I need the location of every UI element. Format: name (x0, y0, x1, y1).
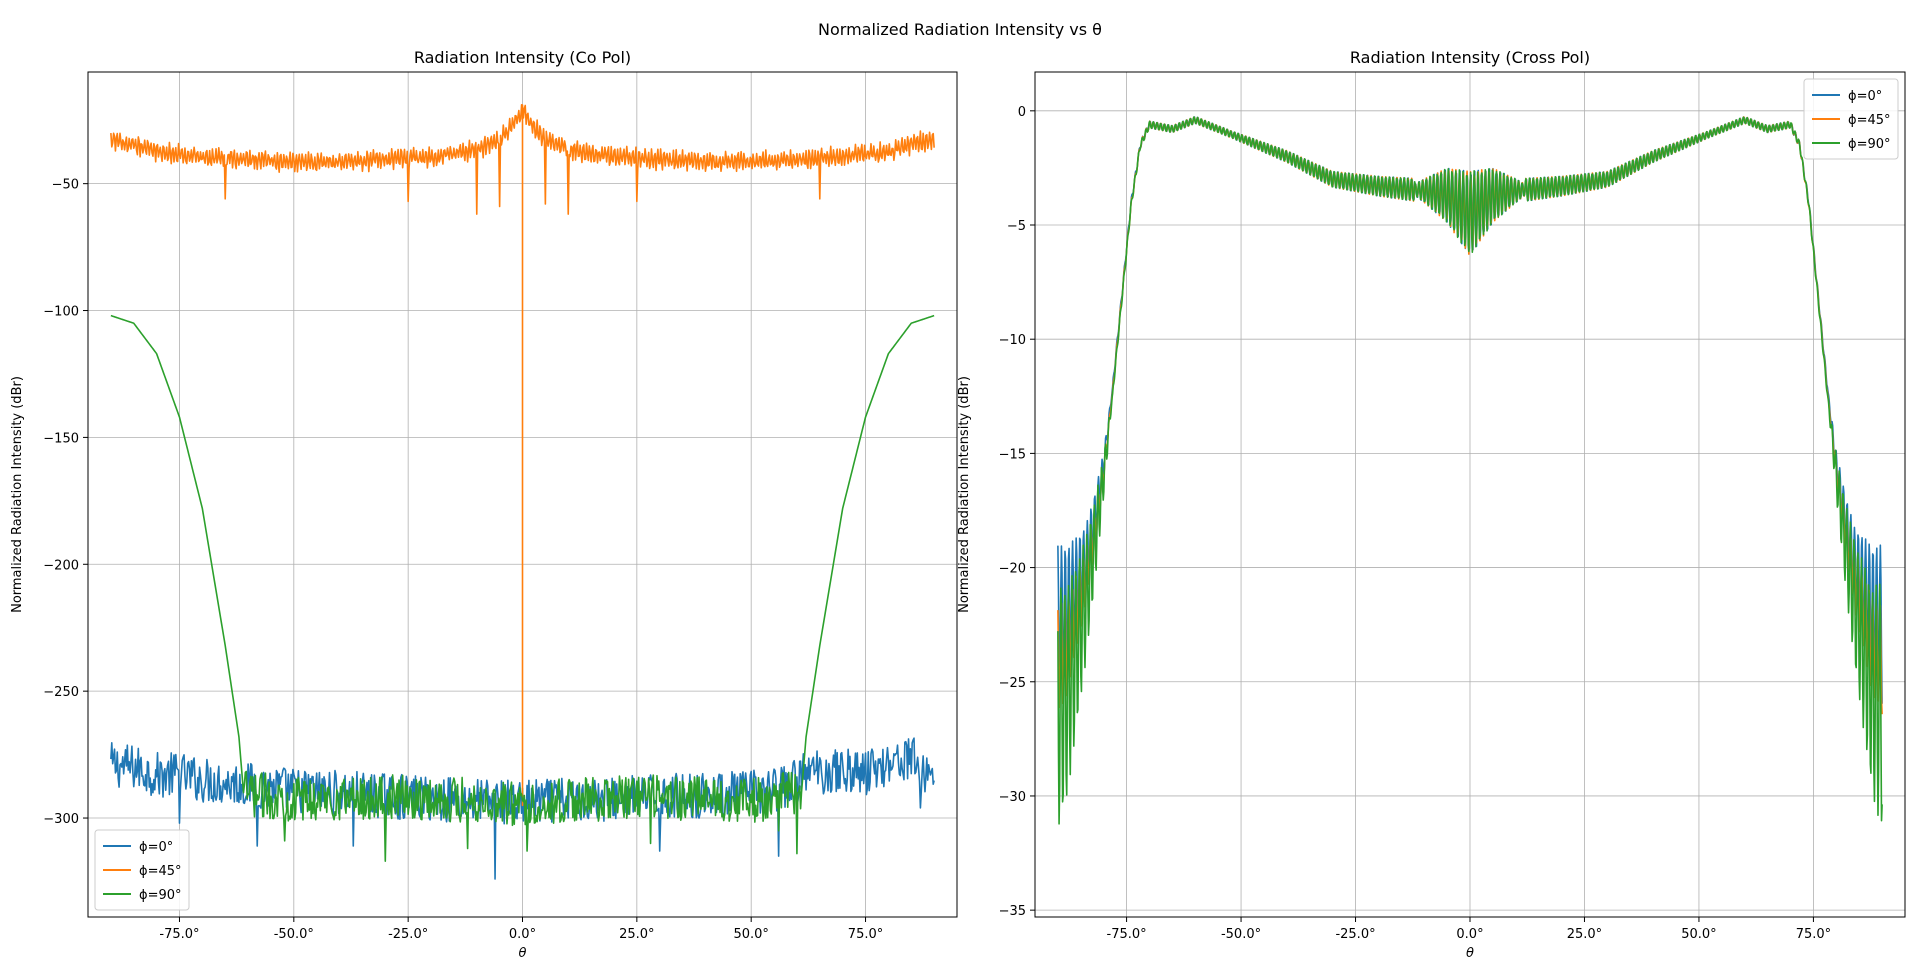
series-line-2 (110, 314, 935, 862)
series-line-1 (110, 103, 935, 807)
y-tick-label: −10 (999, 333, 1026, 348)
subplot-title: Radiation Intensity (Cross Pol) (1350, 48, 1590, 67)
x-tick-label: -50.0° (1221, 927, 1261, 942)
x-tick-label: -75.0° (159, 927, 199, 942)
x-axis-label: θ (1466, 946, 1474, 961)
series-line-2 (1057, 116, 1883, 825)
legend-label-2: ϕ=90° (1848, 137, 1891, 152)
y-tick-label: −150 (43, 431, 79, 446)
y-axis-label: Normalized Radiation Intensity (dBr) (10, 376, 25, 613)
co-pol-subplot: -75.0° -50.0° -25.0° 0.0° 25.0° 50.0° 75.0° −50… (10, 48, 958, 961)
y-tick-label: 0 (1018, 105, 1026, 120)
y-tick-label: −30 (999, 790, 1026, 805)
y-tick-label: −50 (52, 178, 79, 193)
x-tick-label: 75.0° (1796, 927, 1831, 942)
x-tick-label: -25.0° (1335, 927, 1375, 942)
x-tick-label: 25.0° (1567, 927, 1602, 942)
x-tick-label: -25.0° (388, 927, 428, 942)
legend-label-2: ϕ=90° (139, 888, 182, 903)
legend: ϕ=0° ϕ=45° ϕ=90° (1803, 78, 1899, 160)
y-tick-label: −100 (43, 305, 79, 320)
y-tick-label: −300 (43, 812, 79, 827)
legend-box (94, 829, 190, 911)
y-tick-label: −5 (1007, 219, 1026, 234)
legend-label-0: ϕ=0° (139, 840, 173, 855)
x-tick-label: 75.0° (848, 927, 883, 942)
y-tick-label: −20 (999, 562, 1026, 577)
legend: ϕ=0° ϕ=45° ϕ=90° (94, 829, 190, 911)
legend-label-1: ϕ=45° (139, 864, 182, 879)
y-tick-label: −15 (999, 447, 1026, 462)
subplot-title: Radiation Intensity (Co Pol) (414, 48, 631, 67)
x-axis-label: θ (519, 946, 527, 961)
legend-label-0: ϕ=0° (1848, 89, 1882, 104)
x-tick-label: 0.0° (1456, 927, 1483, 942)
cross-pol-subplot: -75.0° -50.0° -25.0° 0.0° 25.0° 50.0° 75.0° 0 −5… (957, 48, 1906, 961)
y-tick-label: −25 (999, 676, 1026, 691)
legend-box (1803, 78, 1899, 160)
y-tick-label: −200 (43, 558, 79, 573)
legend-label-1: ϕ=45° (1848, 113, 1891, 128)
figure-suptitle: Normalized Radiation Intensity vs θ (818, 20, 1102, 39)
x-tick-label: 0.0° (509, 927, 536, 942)
y-tick-label: −250 (43, 685, 79, 700)
x-tick-label: -50.0° (274, 927, 314, 942)
x-tick-label: 50.0° (1681, 927, 1716, 942)
x-tick-label: 25.0° (619, 927, 654, 942)
x-tick-label: -75.0° (1107, 927, 1147, 942)
y-axis-label: Normalized Radiation Intensity (dBr) (957, 376, 972, 613)
x-tick-label: 50.0° (733, 927, 768, 942)
y-tick-label: −35 (999, 904, 1026, 919)
